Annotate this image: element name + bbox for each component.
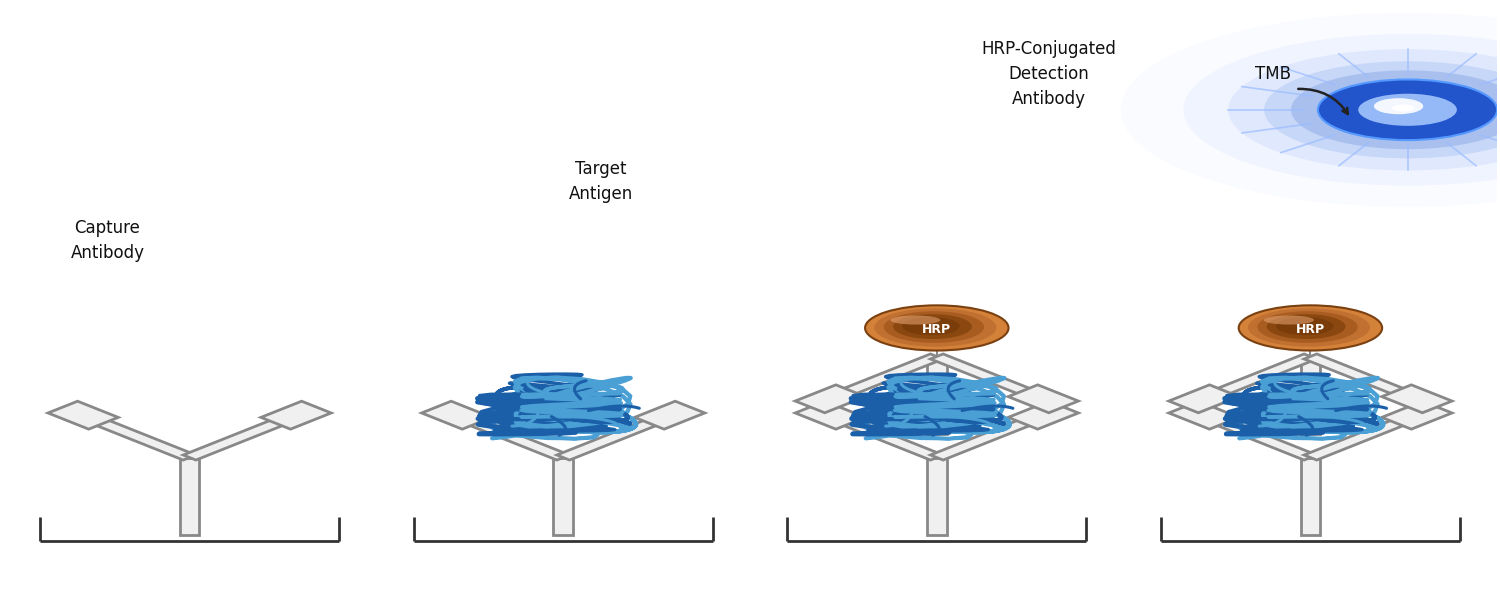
Ellipse shape xyxy=(1257,311,1358,343)
Polygon shape xyxy=(930,354,1034,395)
Ellipse shape xyxy=(1264,316,1314,325)
Polygon shape xyxy=(1215,419,1317,460)
Polygon shape xyxy=(1382,401,1452,429)
Polygon shape xyxy=(466,419,570,460)
Polygon shape xyxy=(1168,385,1239,413)
Ellipse shape xyxy=(1374,98,1423,114)
Polygon shape xyxy=(1304,354,1407,395)
Bar xyxy=(1300,356,1320,434)
Polygon shape xyxy=(556,419,660,460)
Ellipse shape xyxy=(1358,94,1456,126)
Ellipse shape xyxy=(874,308,996,347)
Ellipse shape xyxy=(892,314,972,339)
Ellipse shape xyxy=(1318,79,1497,140)
Polygon shape xyxy=(1008,401,1078,429)
Bar xyxy=(180,458,200,535)
Polygon shape xyxy=(1008,385,1078,413)
Polygon shape xyxy=(1304,419,1407,460)
Bar xyxy=(1300,458,1320,535)
Polygon shape xyxy=(1168,401,1239,429)
Text: Target
Antigen: Target Antigen xyxy=(568,160,633,203)
Ellipse shape xyxy=(865,305,1008,350)
Polygon shape xyxy=(795,401,865,429)
Polygon shape xyxy=(795,385,865,413)
Ellipse shape xyxy=(1184,34,1500,185)
Ellipse shape xyxy=(1264,61,1500,158)
Ellipse shape xyxy=(1292,70,1500,149)
Bar xyxy=(554,458,573,535)
Text: HRP: HRP xyxy=(1296,323,1324,335)
Text: Capture
Antibody: Capture Antibody xyxy=(70,219,144,262)
Text: HRP: HRP xyxy=(922,323,951,335)
Polygon shape xyxy=(634,401,705,429)
Polygon shape xyxy=(261,401,332,429)
Polygon shape xyxy=(48,401,118,429)
Polygon shape xyxy=(840,354,944,395)
Polygon shape xyxy=(183,419,285,460)
Polygon shape xyxy=(1215,354,1317,395)
Ellipse shape xyxy=(884,311,984,343)
Text: TMB: TMB xyxy=(1256,65,1292,83)
Polygon shape xyxy=(840,419,944,460)
Ellipse shape xyxy=(1239,305,1382,350)
Ellipse shape xyxy=(903,317,960,335)
Ellipse shape xyxy=(1392,104,1414,112)
Polygon shape xyxy=(1382,385,1452,413)
Ellipse shape xyxy=(1248,308,1370,347)
Polygon shape xyxy=(93,419,196,460)
Bar xyxy=(927,356,946,434)
Ellipse shape xyxy=(1228,49,1500,170)
Polygon shape xyxy=(422,401,492,429)
Bar xyxy=(927,458,946,535)
Text: HRP-Conjugated
Detection
Antibody: HRP-Conjugated Detection Antibody xyxy=(981,40,1116,108)
Ellipse shape xyxy=(890,316,940,325)
Ellipse shape xyxy=(1266,314,1346,339)
Polygon shape xyxy=(930,419,1034,460)
Ellipse shape xyxy=(1276,317,1334,335)
